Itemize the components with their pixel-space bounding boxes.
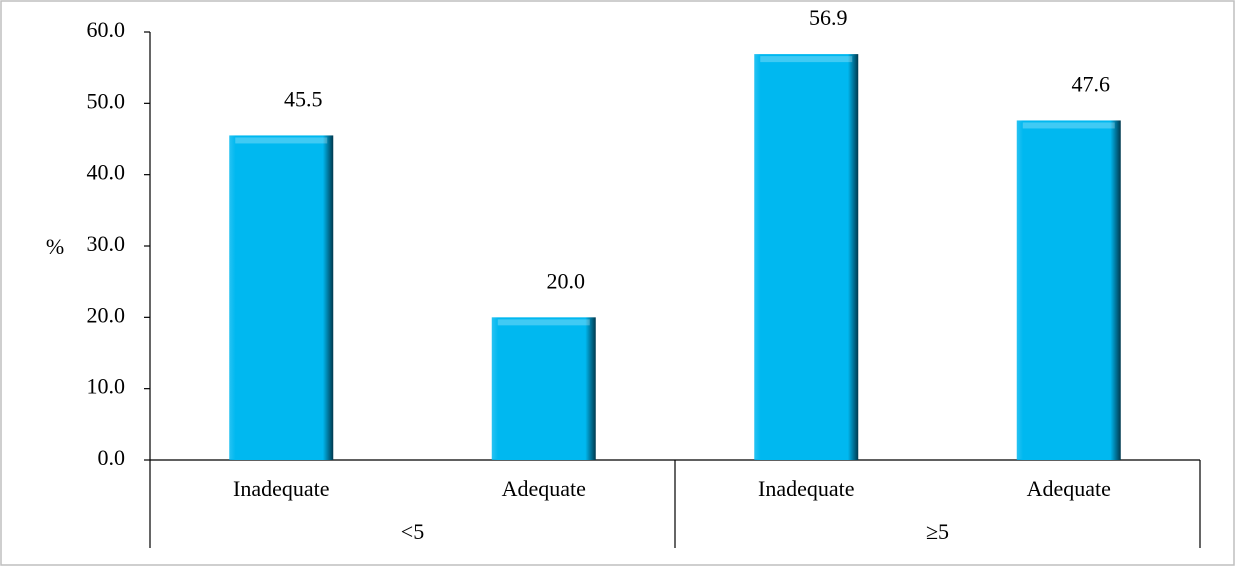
- bar-highlight: [497, 319, 590, 326]
- group-label: <5: [401, 519, 424, 544]
- x-tick-label: Inadequate: [758, 476, 855, 501]
- x-tick-label: Adequate: [1027, 476, 1111, 501]
- bar: [754, 54, 859, 460]
- value-label: 45.5: [284, 86, 323, 111]
- bar: [229, 135, 334, 460]
- y-tick-label: 0.0: [98, 445, 126, 470]
- bar-highlight: [235, 137, 328, 144]
- bar-highlight: [760, 56, 853, 63]
- value-label: 47.6: [1072, 72, 1111, 97]
- x-tick-label: Adequate: [502, 476, 586, 501]
- y-tick-label: 40.0: [87, 160, 126, 185]
- bar-highlight: [1022, 122, 1115, 129]
- y-axis-label: %: [46, 234, 64, 259]
- y-tick-label: 20.0: [87, 302, 126, 327]
- y-tick-label: 10.0: [87, 374, 126, 399]
- value-label: 56.9: [809, 5, 848, 30]
- bar: [491, 317, 596, 460]
- value-label: 20.0: [547, 268, 586, 293]
- y-tick-label: 60.0: [87, 17, 126, 42]
- group-label: ≥5: [926, 519, 949, 544]
- y-tick-label: 50.0: [87, 88, 126, 113]
- bar: [1016, 120, 1121, 460]
- y-tick-label: 30.0: [87, 231, 126, 256]
- x-tick-label: Inadequate: [233, 476, 330, 501]
